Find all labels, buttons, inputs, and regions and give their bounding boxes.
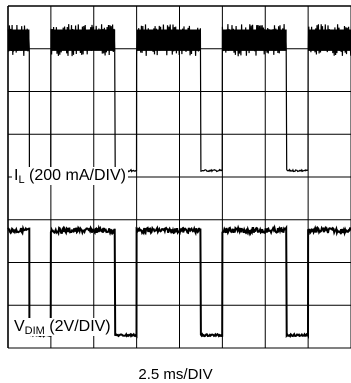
trace-vdim [7,224,351,339]
oscilloscope-display [7,5,351,349]
channel-label-il: IL (200 mA/DIV) [12,167,128,186]
trace-il-ripple-band [222,29,287,51]
trace-il-ripple-band [8,29,30,51]
trace-il-ripple-band [136,29,201,51]
trace-il-ripple-band [50,29,116,51]
trace-il-ripple-band [308,29,351,51]
time-scale-label: 2.5 ms/DIV [138,366,213,383]
trace-il [7,24,351,173]
scope-traces [7,24,351,339]
channel-label-vdim: VDIM (2V/DIV) [12,318,113,337]
